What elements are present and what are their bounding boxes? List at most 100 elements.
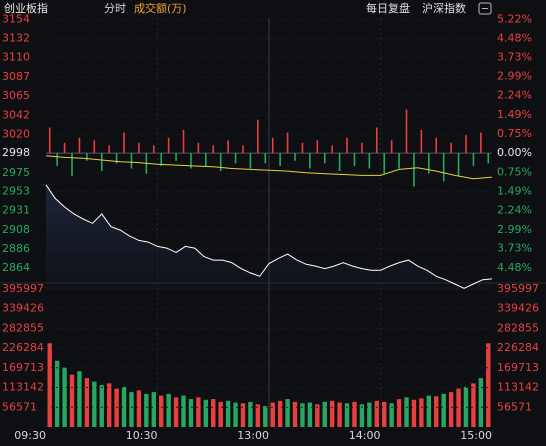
price-line [45,184,493,289]
volume-bar [166,393,171,427]
volume-bar [263,406,268,427]
volume-bar [396,399,402,427]
volume-bar [218,401,223,427]
volume-bar [292,401,298,427]
breadth-bar [368,153,371,169]
x-tick-label: 14:00 [349,429,381,442]
y-tick-label: 3110 [2,50,30,63]
average-line [45,155,493,180]
y2-tick-label: 0.00% [497,146,532,159]
tab[interactable]: 成交额(万) [134,1,187,15]
volume-bar [151,392,156,427]
breadth-bar [457,153,460,177]
volume-bar [203,399,209,427]
volume-bar [434,396,439,427]
volume-tick-label: 339426 [2,302,44,315]
y2-tick-label: 4.48% [497,261,532,274]
volume-bar [486,343,491,427]
breadth-bar [375,127,378,154]
volume-tick-label: 56571 [2,400,37,413]
y2-tick-label: 2.24% [497,89,532,102]
y-tick-label: 2886 [2,242,30,255]
menu-icon[interactable] [478,2,492,15]
volume-bar [99,385,104,427]
breadth-bar [78,137,81,154]
breadth-bar [428,153,430,174]
breadth-bar [301,142,304,154]
breadth-bar [123,132,125,154]
volume-bar [248,401,253,427]
volume-bar [329,400,335,427]
volume-bar [367,402,372,427]
volume-bar [114,388,119,427]
breadth-bar [130,153,133,169]
volume-bar [285,399,290,427]
volume-bar [337,402,342,427]
y2-tick-label: 1.49% [497,108,532,121]
volume-bar [463,386,469,427]
volume-bar [84,378,90,427]
breadth-bar [435,137,438,154]
volume-bar [441,393,446,427]
breadth-bar [93,140,96,154]
volume-bar [419,398,424,427]
breadth-bar [138,142,140,154]
volume-tick-label: 113142 [2,381,44,394]
breadth-bar [160,153,163,166]
breadth-bar [264,153,267,164]
y2-tick-label: 5.22% [497,12,532,25]
y2-tick-label: 4.48% [497,31,532,44]
volume-tick-label-right: 226284 [497,341,539,354]
volume-bar [54,360,60,427]
breadth-bar [487,153,490,164]
x-tick-label: 09:30 [14,429,46,442]
volume-tick-label-right: 282855 [497,321,539,334]
y2-tick-label: 1.49% [497,184,532,197]
breadth-bar [234,153,237,164]
volume-bar [277,400,283,427]
y-tick-label: 2931 [2,203,30,216]
volume-tick-label-right: 395997 [497,282,539,295]
volume-bar [188,399,194,427]
volume-tick-label: 282855 [2,321,44,334]
breadth-bar [361,142,363,154]
breadth-bar [48,127,51,154]
breadth-bar [465,135,467,154]
breadth-bar [442,153,445,182]
breadth-bar [249,153,252,169]
breadth-bar [63,142,66,154]
breadth-bar [100,153,103,172]
link[interactable]: 沪深指数 [422,1,466,15]
breadth-bar [190,153,192,169]
volume-bar [77,371,82,427]
breadth-bar [257,119,259,154]
index-name: 创业板指 [4,1,48,15]
breadth-bar [56,153,58,166]
tab[interactable]: 分时 [104,2,126,15]
volume-tick-label: 226284 [2,341,44,354]
volume-bar [181,395,186,427]
volume-tick-label-right: 339426 [497,302,539,315]
volume-bar [211,399,216,427]
breadth-bar [108,145,110,154]
volume-bar [315,404,320,427]
y-tick-label: 2953 [2,185,30,198]
volume-bar [322,401,327,427]
breadth-bar [420,130,423,154]
volume-bar [136,390,142,427]
breadth-bar [413,153,415,187]
volume-bar [426,395,432,427]
breadth-bar [294,153,296,161]
volume-bar [62,367,67,427]
x-tick-label: 10:30 [126,429,158,442]
volume-bar [173,397,179,427]
y2-tick-label: 0.75% [497,165,532,178]
breadth-bar [182,130,185,154]
breadth-bar [323,153,326,164]
breadth-bar [71,153,73,177]
breadth-bar [219,153,222,172]
link[interactable]: 每日复盘 [366,1,410,15]
y2-tick-label: 0.75% [497,127,532,140]
volume-bar [106,383,112,427]
volume-bar [300,403,305,427]
